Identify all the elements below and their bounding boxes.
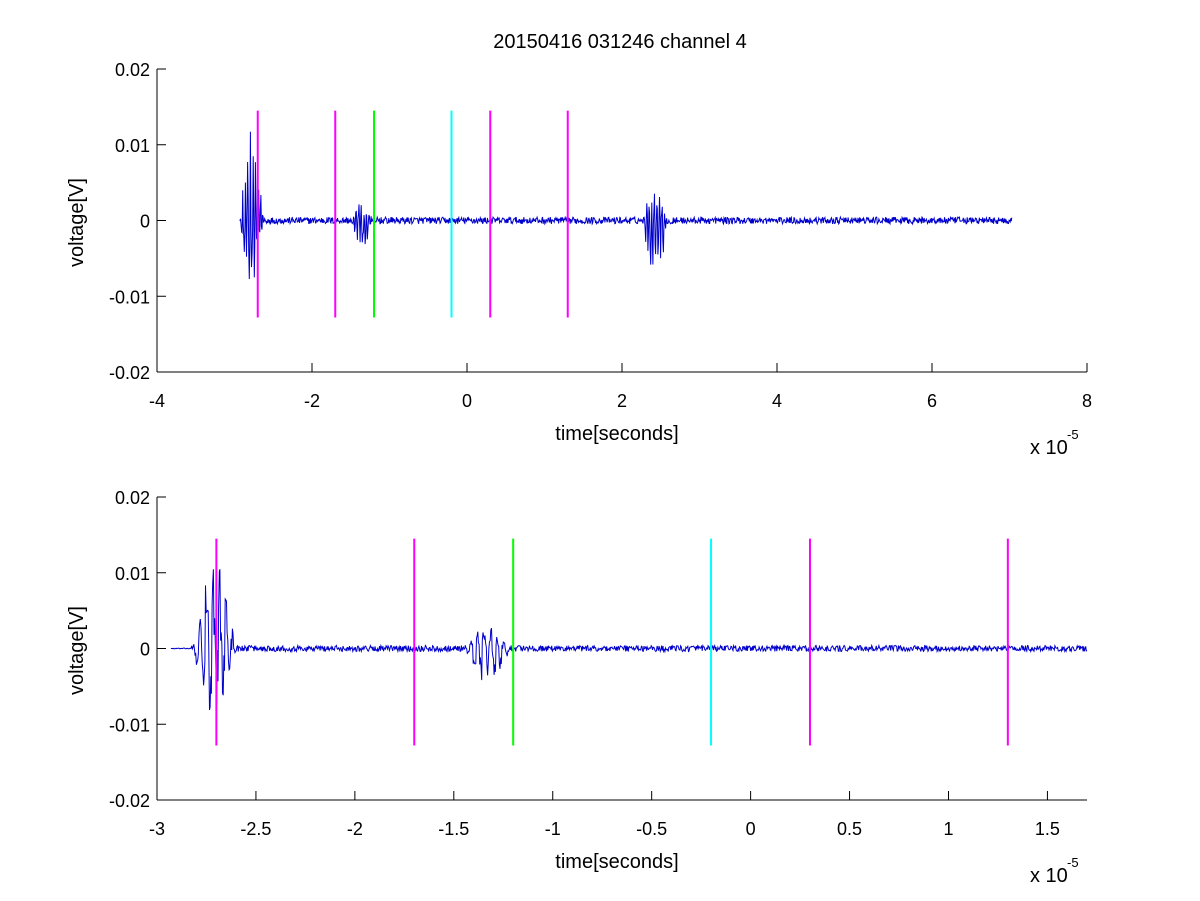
x-tick-label: -2.5 [240,819,271,839]
signal-trace [170,569,1088,711]
y-tick-label: 0.01 [115,136,150,156]
x-axis-label: time[seconds] [555,423,678,445]
x-tick-label: -2 [347,819,363,839]
top-plot: -0.02 -0.01 0 0.01 0.02 -4 -2 0 2 4 6 8 time[seconds… [66,60,1092,459]
x-tick-label: 8 [1082,391,1092,411]
x-multiplier-exponent: -5 [1067,855,1079,870]
signal-trace [239,131,1013,280]
x-tick-label: 1 [943,819,953,839]
x-tick-label: -2 [304,391,320,411]
x-multiplier-label: x 10 [1030,865,1068,887]
figure-title: 20150416 031246 channel 4 [493,31,747,53]
y-tick-label: -0.02 [109,791,150,811]
x-tick-label: -1 [545,819,561,839]
x-tick-label: -3 [149,819,165,839]
y-tick-label: 0 [140,640,150,660]
bottom-plot: -0.02 -0.01 0 0.01 0.02 -3 -2.5 -2 -1.5 -1 -0.5 0 0.… [66,488,1088,887]
x-tick-label: 0 [462,391,472,411]
y-tick-label: 0 [140,212,150,232]
x-tick-label: -0.5 [636,819,667,839]
x-tick-label: 0.5 [837,819,862,839]
x-tick-label: 4 [772,391,782,411]
x-multiplier-exponent: -5 [1067,427,1079,442]
y-tick-label: 0.01 [115,564,150,584]
y-tick-label: -0.02 [109,363,150,383]
y-tick-label: -0.01 [109,715,150,735]
x-tick-label: -4 [149,391,165,411]
x-multiplier-label: x 10 [1030,437,1068,459]
y-tick-label: -0.01 [109,287,150,307]
y-tick-label: 0.02 [115,60,150,80]
x-tick-label: 2 [617,391,627,411]
x-tick-label: 1.5 [1035,819,1060,839]
x-tick-label: -1.5 [438,819,469,839]
x-axis-label: time[seconds] [555,851,678,873]
y-tick-label: 0.02 [115,488,150,508]
y-axis-label: voltage[V] [66,178,88,267]
x-tick-label: 0 [746,819,756,839]
y-axis-label: voltage[V] [66,606,88,695]
x-tick-label: 6 [927,391,937,411]
